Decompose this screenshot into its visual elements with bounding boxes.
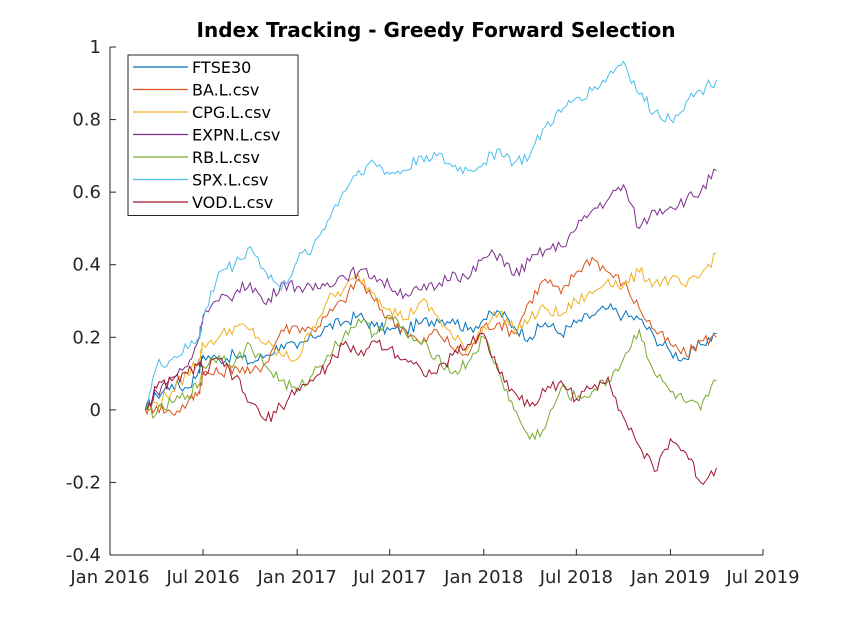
legend-label: VOD.L.csv bbox=[192, 193, 273, 212]
legend-label: SPX.L.csv bbox=[192, 171, 268, 190]
legend-label: CPG.L.csv bbox=[192, 103, 271, 122]
axes bbox=[109, 47, 763, 556]
x-tick-label: Jan 2017 bbox=[257, 567, 337, 588]
y-tick-label: 0 bbox=[90, 400, 101, 421]
legend-label: FTSE30 bbox=[192, 58, 251, 77]
x-tick-label: Jan 2016 bbox=[69, 567, 149, 588]
legend: FTSE30 BA.L.csv CPG.L.csv EXPN.L.csv RB.L.cs… bbox=[127, 54, 299, 216]
y-tick-label: 1 bbox=[90, 37, 101, 58]
x-tick-label: Jul 2016 bbox=[165, 567, 239, 588]
x-tick-label: Jul 2018 bbox=[539, 567, 613, 588]
y-tick-label: -0.4 bbox=[66, 545, 101, 566]
x-tick-label: Jul 2019 bbox=[725, 567, 799, 588]
y-tick-label: 0.8 bbox=[72, 110, 101, 131]
y-tick-label: 0.6 bbox=[72, 182, 101, 203]
x-axis-ticks: Jan 2016 Jul 2016 Jan 2017 Jul 2017 Jan 2018… bbox=[69, 549, 800, 588]
series-line-ftse30 bbox=[144, 302, 717, 411]
legend-label: EXPN.L.csv bbox=[192, 126, 280, 145]
legend-label: BA.L.csv bbox=[192, 81, 259, 100]
chart-title: Index Tracking - Greedy Forward Selectio… bbox=[197, 18, 676, 42]
legend-label: RB.L.csv bbox=[192, 148, 260, 167]
series-line-expn-l-csv bbox=[144, 168, 717, 411]
y-tick-label: 0.2 bbox=[72, 327, 101, 348]
x-tick-label: Jan 2018 bbox=[443, 567, 523, 588]
series-line-spx-l-csv bbox=[144, 60, 717, 411]
x-tick-label: Jul 2017 bbox=[352, 567, 426, 588]
y-tick-label: -0.2 bbox=[66, 472, 101, 493]
series-line-vod-l-csv bbox=[145, 332, 717, 485]
series-line-cpg-l-csv bbox=[145, 252, 717, 412]
x-tick-label: Jan 2019 bbox=[630, 567, 710, 588]
series-line-rb-l-csv bbox=[144, 315, 717, 441]
series-lines bbox=[144, 60, 717, 485]
legend-box bbox=[127, 54, 299, 216]
y-tick-label: 0.4 bbox=[72, 255, 101, 276]
y-axis-ticks: 1 0.8 0.6 0.4 0.2 0 -0.2 -0.4 bbox=[66, 37, 116, 566]
